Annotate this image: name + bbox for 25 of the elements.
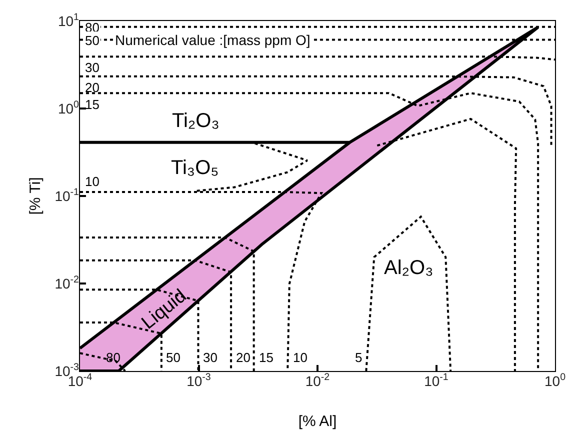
y-tick-label: 10$^{0}$ — [58, 100, 80, 116]
annotation: Al₂O₃ — [384, 257, 434, 279]
annotation: 10 — [293, 350, 308, 365]
y-tick-label: 10$^{-1}$ — [54, 187, 79, 204]
annotation: 20 — [85, 80, 100, 95]
x-tick-label: 10$^{0}$ — [544, 372, 566, 389]
y-tick-label: 10$^{1}$ — [58, 12, 79, 29]
annotation: 5 — [355, 350, 362, 365]
annotation: 30 — [85, 60, 100, 75]
annotation: 30 — [203, 350, 218, 365]
annotation: Numerical value :[mass ppm O] — [115, 32, 310, 48]
x-tick-label: 10$^{-1}$ — [424, 372, 448, 389]
y-axis-title: [% Ti] — [27, 177, 44, 215]
x-axis-title: [% Al] — [298, 413, 337, 430]
y-tick-label: 10$^{-2}$ — [54, 274, 79, 292]
annotation: 15 — [85, 97, 100, 112]
annotation: 20 — [236, 350, 250, 365]
x-tick-label: 10$^{-3}$ — [186, 372, 212, 389]
annotation: 50 — [166, 350, 180, 365]
annotation: 15 — [259, 350, 274, 365]
annotation: 50 — [85, 33, 100, 48]
x-tick-label: 10$^{-2}$ — [305, 372, 330, 389]
annotation: Ti₃O₅ — [171, 157, 219, 179]
annotation: Ti₂O₃ — [172, 110, 220, 132]
annotation: 10 — [85, 174, 100, 189]
